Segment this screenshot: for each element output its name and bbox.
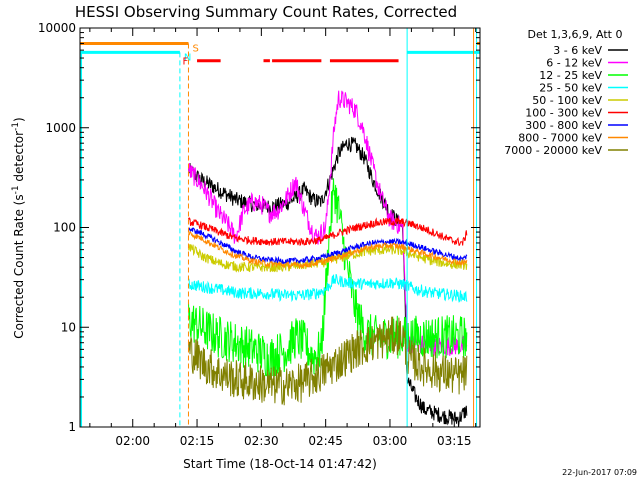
x-axis-label: Start Time (18-Oct-14 01:47:42) — [183, 457, 377, 471]
series-lines — [188, 90, 468, 427]
series-line-7 — [188, 230, 468, 270]
y-axis-ticks: 1 10 100 1000 10000 — [38, 21, 480, 434]
legend-label-1: 6 - 12 keV — [546, 57, 602, 70]
legend-label-6: 300 - 800 keV — [525, 119, 602, 132]
y-axis-label-main: Corrected Count Rate (s — [12, 194, 26, 338]
x-tick-label-5: 03:15 — [437, 434, 472, 448]
y-tick-label-1: 10 — [61, 320, 76, 334]
series-line-8 — [188, 316, 468, 406]
legend-label-2: 12 - 25 keV — [539, 69, 602, 82]
legend-label-7: 800 - 7000 keV — [518, 132, 602, 145]
chart-title: HESSI Observing Summary Count Rates, Cor… — [75, 3, 457, 21]
x-tick-label-3: 02:45 — [308, 434, 343, 448]
y-tick-label-2: 100 — [53, 221, 76, 235]
y-axis-label: Corrected Count Rate (s-1 detector-1) — [11, 117, 26, 338]
date-stamp: 22-Jun-2017 07:09 — [562, 468, 637, 477]
legend-title: Det 1,3,6,9, Att 0 — [528, 28, 623, 41]
legend-label-0: 3 - 6 keV — [553, 44, 602, 57]
y-axis-label-sup2: -1 — [11, 122, 21, 131]
x-tick-label-2: 02:30 — [244, 434, 279, 448]
series-line-1 — [188, 90, 468, 356]
flag-label-N: N — [184, 52, 191, 63]
y-tick-label-3: 1000 — [45, 121, 76, 135]
legend-label-4: 50 - 100 keV — [532, 94, 602, 107]
series-line-5 — [188, 216, 468, 247]
x-tick-label-0: 02:00 — [115, 434, 150, 448]
y-tick-label-4: 10000 — [38, 21, 76, 35]
y-axis-label-end: ) — [12, 117, 26, 122]
x-tick-label-1: 02:15 — [180, 434, 215, 448]
y-tick-label-0: 1 — [68, 420, 76, 434]
y-axis-label-sup: -1 — [11, 185, 21, 194]
y-axis-label-mid: detector — [12, 131, 26, 186]
flag-label-F: F — [182, 57, 188, 68]
series-line-0 — [188, 136, 468, 427]
legend-label-3: 25 - 50 keV — [539, 82, 602, 95]
series-line-6 — [188, 227, 468, 265]
status-flags: SNF — [80, 41, 480, 68]
legend-label-8: 7000 - 20000 keV — [504, 144, 602, 157]
x-tick-label-4: 03:00 — [373, 434, 408, 448]
legend-label-5: 100 - 300 keV — [525, 107, 602, 120]
x-axis-ticks: 02:00 02:15 02:30 02:45 03:00 03:15 — [89, 28, 477, 448]
series-line-3 — [188, 273, 468, 303]
flag-label-S: S — [192, 43, 198, 54]
